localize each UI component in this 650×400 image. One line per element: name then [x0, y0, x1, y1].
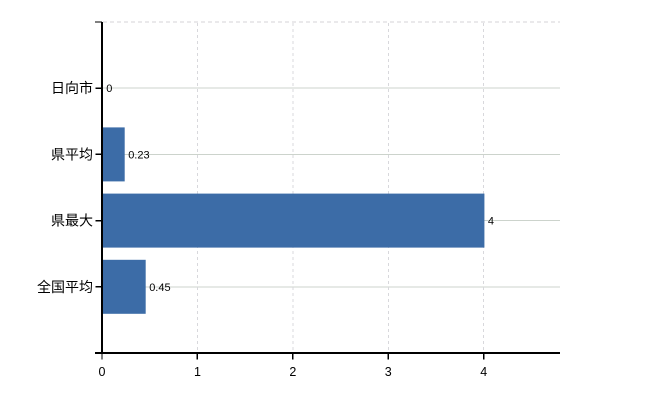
- x-tick-label: 2: [289, 365, 296, 379]
- bar-value-label: 4: [488, 216, 494, 228]
- category-label: 全国平均: [37, 279, 93, 295]
- bar-2: [102, 193, 485, 248]
- x-tick-label: 3: [385, 365, 392, 379]
- bar-1: [102, 127, 125, 182]
- x-tick-label: 1: [194, 365, 201, 379]
- x-tick-label: 0: [99, 365, 106, 379]
- bar-value-label: 0.23: [128, 149, 149, 161]
- x-tick-label: 4: [480, 365, 487, 379]
- category-label: 県最大: [51, 213, 93, 229]
- bar-3: [102, 259, 146, 314]
- bar-value-label: 0.45: [149, 282, 170, 294]
- category-label: 県平均: [51, 146, 93, 162]
- category-label: 日向市: [51, 80, 93, 96]
- bar-value-label: 0: [106, 83, 112, 95]
